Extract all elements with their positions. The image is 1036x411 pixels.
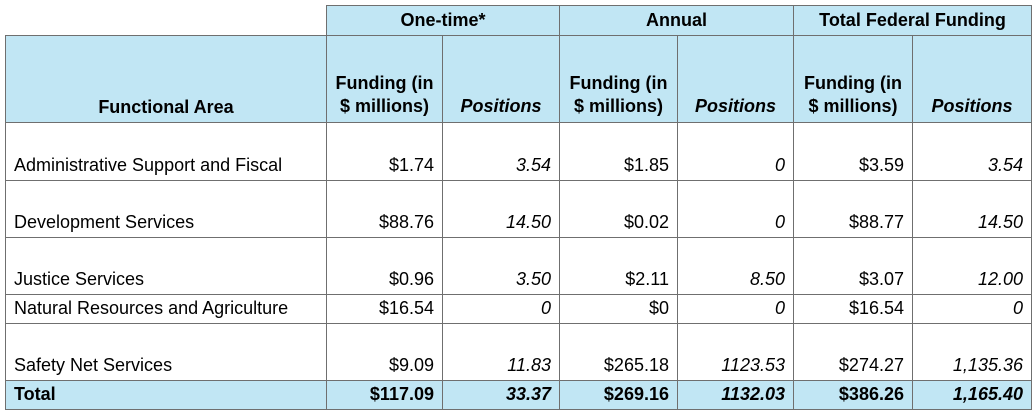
funding-cell: $1.85 <box>559 122 678 181</box>
funding-cell: $2.11 <box>559 237 678 295</box>
funding-cell: $16.54 <box>793 294 913 324</box>
funding-cell: $3.07 <box>793 237 913 295</box>
funding-cell: $3.59 <box>793 122 913 181</box>
funding-header: Funding (in $ millions) <box>793 35 913 123</box>
funding-cell: $0.96 <box>326 237 443 295</box>
functional-area-cell: Development Services <box>5 180 327 238</box>
functional-area-cell: Administrative Support and Fiscal <box>5 122 327 181</box>
positions-cell: 12.00 <box>912 237 1032 295</box>
functional-area-header: Functional Area <box>5 35 327 123</box>
positions-cell: 0 <box>677 294 794 324</box>
positions-cell: 1,135.36 <box>912 323 1032 381</box>
positions-cell: 3.50 <box>442 237 560 295</box>
positions-cell: 14.50 <box>442 180 560 238</box>
functional-area-cell: Safety Net Services <box>5 323 327 381</box>
table-row: Natural Resources and Agriculture $16.54 0… <box>5 294 1032 324</box>
positions-header: Positions <box>677 35 794 123</box>
funding-cell: $386.26 <box>793 380 913 410</box>
positions-cell: 0 <box>442 294 560 324</box>
funding-cell: $88.76 <box>326 180 443 238</box>
group-header-one-time: One-time* <box>326 5 560 36</box>
positions-cell: 14.50 <box>912 180 1032 238</box>
positions-cell: 0 <box>912 294 1032 324</box>
positions-cell: 33.37 <box>442 380 560 410</box>
positions-cell: 1123.53 <box>677 323 794 381</box>
federal-funding-table: One-time* Annual Total Federal Funding F… <box>5 5 1032 410</box>
positions-cell: 1132.03 <box>677 380 794 410</box>
functional-area-cell: Total <box>5 380 327 410</box>
funding-cell: $0 <box>559 294 678 324</box>
funding-cell: $265.18 <box>559 323 678 381</box>
group-header-total: Total Federal Funding <box>793 5 1032 36</box>
total-row: Total $117.09 33.37 $269.16 1132.03 $386.26 1,… <box>5 380 1032 410</box>
positions-cell: 0 <box>677 180 794 238</box>
positions-cell: 8.50 <box>677 237 794 295</box>
funding-cell: $88.77 <box>793 180 913 238</box>
funding-cell: $269.16 <box>559 380 678 410</box>
funding-header: Funding (in $ millions) <box>559 35 678 123</box>
funding-cell: $1.74 <box>326 122 443 181</box>
positions-cell: 3.54 <box>442 122 560 181</box>
group-header-annual: Annual <box>559 5 794 36</box>
positions-cell: 0 <box>677 122 794 181</box>
funding-cell: $117.09 <box>326 380 443 410</box>
table-row: Justice Services $0.96 3.50 $2.11 8.50 $3.07 1… <box>5 237 1032 295</box>
funding-header: Funding (in $ millions) <box>326 35 443 123</box>
positions-header: Positions <box>442 35 560 123</box>
functional-area-cell: Justice Services <box>5 237 327 295</box>
positions-cell: 11.83 <box>442 323 560 381</box>
positions-cell: 1,165.40 <box>912 380 1032 410</box>
positions-cell: 3.54 <box>912 122 1032 181</box>
positions-header: Positions <box>912 35 1032 123</box>
funding-cell: $9.09 <box>326 323 443 381</box>
funding-cell: $16.54 <box>326 294 443 324</box>
funding-cell: $274.27 <box>793 323 913 381</box>
funding-cell: $0.02 <box>559 180 678 238</box>
table-row: Administrative Support and Fiscal $1.74 3.… <box>5 122 1032 181</box>
table-row: Development Services $88.76 14.50 $0.02 0 $88… <box>5 180 1032 238</box>
table-row: Safety Net Services $9.09 11.83 $265.18 1123… <box>5 323 1032 381</box>
empty-corner <box>5 5 327 36</box>
functional-area-cell: Natural Resources and Agriculture <box>5 294 327 324</box>
